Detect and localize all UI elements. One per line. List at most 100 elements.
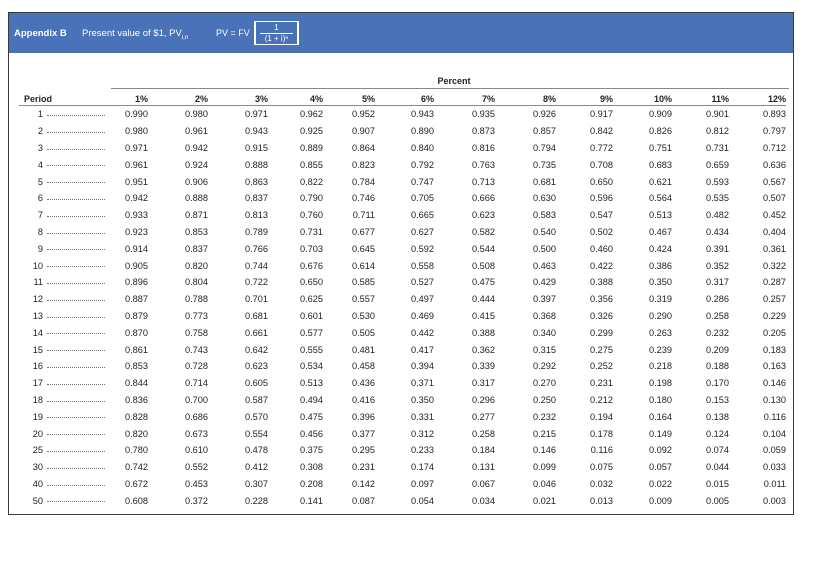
dot-leader <box>47 450 105 452</box>
value-cell: 0.021 <box>533 495 556 506</box>
value-cell: 0.951 <box>125 176 148 187</box>
period-cell: 5 <box>19 173 111 190</box>
value-cell: 0.434 <box>706 226 729 237</box>
value-cell: 0.362 <box>472 344 495 355</box>
value-cell: 0.046 <box>533 478 556 489</box>
table-row: 25 0.780 0.610 0.478 0.375 0.295 0.233 0.184 0.1… <box>19 442 786 459</box>
value-cell: 0.003 <box>763 495 786 506</box>
value-cell: 0.873 <box>472 126 495 137</box>
value-cell: 0.416 <box>352 394 375 405</box>
value-cell: 0.500 <box>533 243 556 254</box>
value-cell: 0.554 <box>245 428 268 439</box>
rate-header: 7% <box>434 92 495 106</box>
value-cell: 0.587 <box>245 394 268 405</box>
value-cell: 0.943 <box>245 126 268 137</box>
value-cell: 0.124 <box>706 428 729 439</box>
rate-header: 10% <box>613 92 672 106</box>
value-cell: 0.842 <box>590 126 613 137</box>
value-cell: 0.180 <box>649 394 672 405</box>
period-number: 11 <box>33 277 43 288</box>
formula-numerator: 1 <box>274 23 279 32</box>
subtitle-subscript: i,n <box>181 34 189 41</box>
value-cell: 0.164 <box>649 411 672 422</box>
dot-leader <box>47 182 105 184</box>
value-cell: 0.926 <box>533 109 556 120</box>
value-cell: 0.153 <box>706 394 729 405</box>
value-cell: 0.804 <box>185 277 208 288</box>
value-cell: 0.610 <box>185 445 208 456</box>
value-cell: 0.915 <box>245 142 268 153</box>
value-cell: 0.308 <box>300 462 323 473</box>
value-cell: 0.375 <box>300 445 323 456</box>
present-value-table: Period 1% 2% 3% 4% 5% 6% 7% 8% 9% 10% 11% 12% 1 0.99… <box>19 92 786 509</box>
table-row: 11 0.896 0.804 0.722 0.650 0.585 0.527 0.475 0.4… <box>19 274 786 291</box>
value-cell: 0.307 <box>245 478 268 489</box>
period-cell: 25 <box>19 442 111 459</box>
value-cell: 0.747 <box>411 176 434 187</box>
value-cell: 0.163 <box>763 361 786 372</box>
period-number: 19 <box>32 411 43 422</box>
value-cell: 0.178 <box>590 428 613 439</box>
value-cell: 0.022 <box>649 478 672 489</box>
value-cell: 0.258 <box>706 310 729 321</box>
table-row: 12 0.887 0.788 0.701 0.625 0.557 0.497 0.444 0.3… <box>19 291 786 308</box>
value-cell: 0.601 <box>300 310 323 321</box>
value-cell: 0.645 <box>352 243 375 254</box>
value-cell: 0.475 <box>300 411 323 422</box>
value-cell: 0.141 <box>300 495 323 506</box>
value-cell: 0.252 <box>590 361 613 372</box>
value-cell: 0.331 <box>411 411 434 422</box>
period-number: 14 <box>32 327 43 338</box>
value-cell: 0.534 <box>300 361 323 372</box>
value-cell: 0.131 <box>472 462 495 473</box>
period-cell: 50 <box>19 492 111 509</box>
table-row: 2 0.980 0.961 0.943 0.925 0.907 0.890 0.873 0.85… <box>19 123 786 140</box>
appendix-subtitle: Present value of $1, PVi,n <box>82 28 188 41</box>
value-cell: 0.209 <box>706 344 729 355</box>
formula-lhs: PV = FV <box>216 28 250 38</box>
value-cell: 0.621 <box>649 176 672 187</box>
value-cell: 0.149 <box>649 428 672 439</box>
period-number: 1 <box>37 109 43 120</box>
value-cell: 0.570 <box>245 411 268 422</box>
value-cell: 0.099 <box>533 462 556 473</box>
value-cell: 0.837 <box>185 243 208 254</box>
value-cell: 0.701 <box>245 294 268 305</box>
value-cell: 0.731 <box>300 226 323 237</box>
value-cell: 0.013 <box>590 495 613 506</box>
value-cell: 0.789 <box>245 226 268 237</box>
value-cell: 0.032 <box>590 478 613 489</box>
value-cell: 0.232 <box>706 327 729 338</box>
value-cell: 0.614 <box>352 260 375 271</box>
value-cell: 0.683 <box>649 159 672 170</box>
percent-group-label: Percent <box>437 76 471 86</box>
value-cell: 0.853 <box>185 226 208 237</box>
table-row: 5 0.951 0.906 0.863 0.822 0.784 0.747 0.713 0.68… <box>19 173 786 190</box>
value-cell: 0.893 <box>763 109 786 120</box>
period-number: 2 <box>37 126 43 137</box>
period-number: 12 <box>32 294 43 305</box>
value-cell: 0.980 <box>125 126 148 137</box>
value-cell: 0.673 <box>185 428 208 439</box>
value-cell: 0.743 <box>185 344 208 355</box>
value-cell: 0.218 <box>649 361 672 372</box>
dot-leader <box>47 232 105 234</box>
period-number: 18 <box>32 394 43 405</box>
rate-header: 5% <box>323 92 375 106</box>
value-cell: 0.208 <box>300 478 323 489</box>
value-cell: 0.377 <box>352 428 375 439</box>
dot-leader <box>47 383 105 385</box>
value-cell: 0.713 <box>472 176 495 187</box>
value-cell: 0.820 <box>125 428 148 439</box>
period-cell: 12 <box>19 291 111 308</box>
period-cell: 13 <box>19 308 111 325</box>
period-number: 7 <box>37 210 43 221</box>
value-cell: 0.263 <box>649 327 672 338</box>
value-cell: 0.170 <box>706 378 729 389</box>
value-cell: 0.700 <box>185 394 208 405</box>
value-cell: 0.735 <box>533 159 556 170</box>
value-cell: 0.820 <box>185 260 208 271</box>
period-cell: 3 <box>19 140 111 157</box>
value-cell: 0.961 <box>185 126 208 137</box>
value-cell: 0.792 <box>411 159 434 170</box>
